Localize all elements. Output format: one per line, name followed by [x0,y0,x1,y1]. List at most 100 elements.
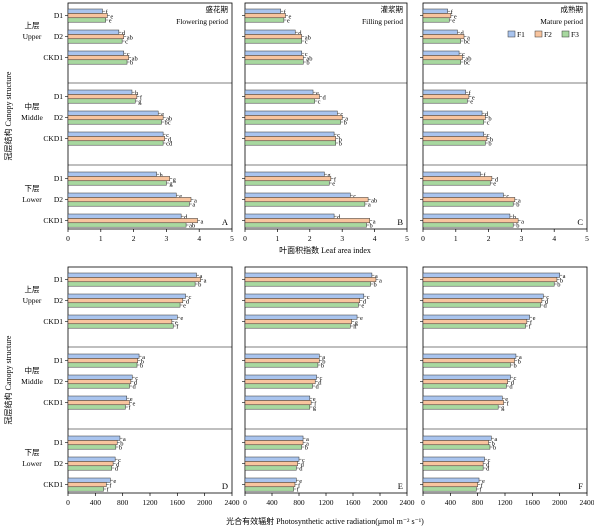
significance-letter: a [494,436,497,443]
bar-f2 [67,136,166,142]
significance-letter: a [519,354,522,361]
significance-letter: c [189,294,192,301]
significance-letter: b [305,445,308,452]
y-axis-label: 冠层结构 Canopy structure [3,71,13,160]
significance-letter: b [344,120,347,127]
significance-letter: d [544,303,548,310]
significance-letter: e [109,18,112,25]
x-tick-label: 5 [585,234,589,243]
treatment-label: D2 [54,296,63,305]
significance-letter: a [373,218,376,225]
x-tick-label: 2000 [552,498,567,507]
significance-letter: a [375,273,378,280]
period-title-cn: 盛花期 [206,4,229,14]
bar-f1 [244,110,338,116]
bar-f2 [244,13,286,19]
bar-f1 [422,110,483,116]
bar-f3 [67,362,138,368]
significance-letter: d [323,94,327,101]
bar-f1 [422,50,460,56]
bar-f3 [422,201,514,207]
significance-letter: e [113,478,116,485]
significance-letter: f [314,400,317,407]
treatment-label: D1 [54,174,63,183]
bar-f2 [244,298,360,304]
bar-f1 [422,314,530,320]
x-axis-label: 光合有效辐射 Photosynthetic active radiation(μ… [226,516,424,526]
bar-f1 [422,374,511,380]
bar-f2 [67,115,164,121]
significance-letter: b [140,363,143,370]
treatment-label: D1 [54,275,63,284]
significance-letter: ab [465,55,471,62]
treatment-label: D2 [54,459,63,468]
significance-letter: e [472,94,475,101]
x-tick-label: 800 [117,498,129,507]
period-title-en: Mature period [540,17,583,26]
significance-letter: c [506,193,509,200]
x-tick-label: 4 [197,234,201,243]
y-axis-label: 冠层结构 Canopy structure [3,335,13,424]
bar-f2 [422,379,508,385]
bar-f1 [244,131,335,137]
layer-label-cn: 中层 [25,101,40,111]
bar-f3 [422,383,507,389]
bar-f3 [422,38,461,44]
bar-f2 [422,13,452,19]
significance-letter: f [284,9,287,16]
significance-letter: g [501,405,505,412]
bar-f3 [244,17,285,23]
bar-f2 [422,218,519,224]
significance-letter: c [487,120,490,127]
significance-letter: f [483,172,486,179]
significance-letter: c [337,132,340,139]
significance-letter: f [479,487,482,494]
significance-letter: d [116,461,120,468]
legend-swatch-f3 [561,30,570,38]
bar-f3 [67,323,174,329]
bar-f3 [67,119,162,125]
bar-f2 [67,298,184,304]
legend-swatch-f2 [534,30,543,38]
significance-letter: d [545,298,549,305]
bar-f1 [422,171,481,177]
significance-letter: e [110,13,113,20]
bar-f2 [244,379,316,385]
significance-letter: e [360,315,363,322]
treatment-label: D2 [54,32,63,41]
significance-letter: a [194,197,197,204]
significance-letter: f [128,405,131,412]
significance-letter: d [298,30,302,37]
bar-f1 [67,353,140,359]
significance-letter: d [460,30,464,37]
bar-f1 [422,293,544,299]
bar-f3 [244,444,302,450]
significance-letter: e [161,111,164,118]
x-tick-label: 2 [308,234,312,243]
bar-f2 [422,400,504,406]
legend-label: F3 [571,30,579,39]
bar-f3 [244,465,297,471]
significance-letter: f [107,487,110,494]
significance-letter: d [316,384,320,391]
x-tick-label: 5 [405,234,409,243]
layer-label-cn: 下层 [25,184,40,193]
significance-letter: ab [189,223,195,230]
bar-f3 [422,17,450,23]
x-tick-label: 0 [243,498,247,507]
bar-f1 [422,272,560,278]
bar-f1 [67,314,178,320]
x-tick-label: 400 [90,498,102,507]
bar-f2 [422,115,486,121]
significance-letter: g [138,99,142,106]
x-tick-label: 0 [421,498,425,507]
panel-label: E [398,481,403,491]
bar-f1 [422,89,466,95]
significance-letter: g [327,172,331,179]
significance-letter: b [339,136,342,143]
significance-letter: f [140,94,143,101]
significance-letter: b [493,445,496,452]
bar-f3 [422,98,468,104]
bar-f1 [422,8,448,14]
